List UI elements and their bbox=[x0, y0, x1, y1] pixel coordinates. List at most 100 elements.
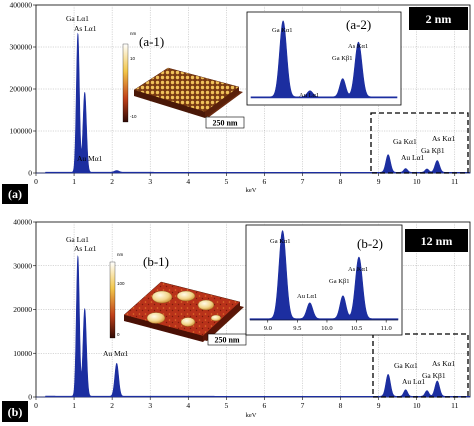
colorbar-b bbox=[109, 261, 116, 339]
thickness-badge-b bbox=[405, 229, 468, 252]
peak-label-b-ga-la1: Ga Lα1 bbox=[66, 235, 89, 244]
x-tick-label: 7 bbox=[301, 177, 305, 186]
x-tick-label: 1 bbox=[72, 177, 76, 186]
x-tick-label: 10 bbox=[413, 401, 421, 410]
y-tick-label: 40000 bbox=[13, 218, 32, 227]
inset-b2-au-la1: Au Lα1 bbox=[297, 293, 317, 300]
x-tick-label: 0 bbox=[34, 401, 38, 410]
au-island-5 bbox=[180, 317, 196, 327]
panel-b-y-axis-ticks: 0 10000 20000 30000 40000 bbox=[13, 218, 36, 402]
peak-label-ga-kb1: Ga Kβ1 bbox=[421, 146, 445, 155]
x-tick-label: 10 bbox=[413, 177, 421, 186]
panel-a-y-axis-ticks: 0 100000 200000 300000 400000 bbox=[10, 1, 36, 178]
afm-image-b1: nm 100 0 250 nm (b-1) bbox=[109, 252, 247, 346]
panel-a-zoom-box bbox=[370, 112, 469, 174]
peak-label-b-au-la1: Au Lα1 bbox=[402, 377, 426, 386]
scale-bar-b-text: 250 nm bbox=[214, 336, 239, 345]
peak-label-b-ga-ka1: Ga Kα1 bbox=[394, 361, 418, 370]
peak-label-b-ga-kb1: Ga Kβ1 bbox=[422, 371, 446, 380]
peak-label-as-la1: As Lα1 bbox=[74, 24, 97, 33]
colorbar-a-unit: nm bbox=[130, 31, 137, 36]
panel-b-zoom-box bbox=[372, 333, 469, 398]
afm-image-a1: nm 10 -10 250 nm (a-1) bbox=[122, 31, 245, 129]
au-island-2 bbox=[176, 290, 196, 302]
scale-bar-b-box bbox=[207, 333, 247, 346]
x-tick-label: 5 bbox=[224, 401, 228, 410]
panel-b-x-axis-title: keV bbox=[246, 412, 257, 419]
thickness-label-a: 2 nm bbox=[426, 12, 452, 26]
image-label-a1: (a-1) bbox=[139, 34, 164, 49]
peak-label-b-au-ma1: Au Mα1 bbox=[103, 349, 129, 358]
scale-bar-a-text: 250 nm bbox=[212, 119, 237, 128]
y-tick-label: 200000 bbox=[10, 85, 33, 94]
y-tick-label: 300000 bbox=[10, 43, 33, 52]
panel-label-b: (b) bbox=[8, 405, 23, 419]
y-tick-label: 100000 bbox=[10, 127, 33, 136]
x-tick-label: 7 bbox=[301, 401, 305, 410]
thickness-badge-a bbox=[409, 7, 468, 30]
inset-x-tick-label: 11.0 bbox=[381, 325, 392, 332]
colorbar-b-max: 100 bbox=[117, 281, 125, 286]
x-tick-label: 9 bbox=[377, 177, 381, 186]
x-tick-label: 4 bbox=[186, 177, 190, 186]
x-tick-label: 6 bbox=[263, 177, 267, 186]
inset-x-tick-label: 9.5 bbox=[293, 325, 301, 332]
inset-a2-as-ka1: As Kα1 bbox=[348, 43, 368, 50]
panel-label-a-badge bbox=[2, 184, 28, 204]
y-tick-label: 20000 bbox=[13, 305, 32, 314]
au-island-4 bbox=[146, 312, 166, 324]
peak-label-ga-la1: Ga Lα1 bbox=[66, 14, 89, 23]
x-tick-label: 2 bbox=[110, 401, 114, 410]
colorbar-a bbox=[122, 43, 129, 123]
panel-b: 0 10000 20000 30000 40000 0 1 2 3 4 5 6 7 8 9 10 11 keV… bbox=[2, 218, 471, 422]
scale-bar-a-box bbox=[205, 116, 245, 129]
au-island-3 bbox=[197, 299, 215, 311]
x-tick-label: 2 bbox=[110, 177, 114, 186]
au-island-1 bbox=[151, 290, 173, 304]
x-tick-label: 5 bbox=[224, 177, 228, 186]
x-tick-label: 1 bbox=[72, 401, 76, 410]
panel-label-a: (a) bbox=[8, 187, 22, 201]
x-tick-label: 8 bbox=[339, 177, 343, 186]
panel-b-x-axis-ticks: 0 1 2 3 4 5 6 7 8 9 10 11 bbox=[34, 397, 459, 410]
peak-label-au-la1: Au Lα1 bbox=[401, 153, 425, 162]
inset-b2-x-axis-ticks: 9.0 9.5 10.0 10.5 11.0 bbox=[250, 319, 398, 332]
panel-a-spectrum-line bbox=[36, 32, 471, 174]
inset-a2-ga-kb1: Ga Kβ1 bbox=[332, 55, 352, 62]
inset-b2-frame bbox=[245, 224, 403, 336]
x-tick-label: 11 bbox=[451, 177, 458, 186]
y-tick-label: 0 bbox=[28, 393, 32, 402]
x-tick-label: 3 bbox=[148, 177, 152, 186]
inset-spectrum-b2: 9.0 9.5 10.0 10.5 11.0 (b-2) Ga Kα1 As Kα1 G… bbox=[245, 224, 403, 336]
panel-a-x-axis-ticks: 0 1 2 3 4 5 6 7 8 9 10 11 bbox=[34, 173, 459, 186]
panel-a-x-axis-title: keV bbox=[246, 187, 257, 194]
inset-b2-as-ka1: As Kα1 bbox=[348, 266, 368, 273]
x-tick-label: 4 bbox=[186, 401, 190, 410]
y-tick-label: 10000 bbox=[13, 349, 32, 358]
image-label-b1: (b-1) bbox=[143, 254, 169, 269]
colorbar-a-max: 10 bbox=[130, 56, 136, 61]
x-tick-label: 8 bbox=[339, 401, 343, 410]
peak-label-b-as-ka1: As Kα1 bbox=[432, 359, 456, 368]
x-tick-label: 9 bbox=[377, 401, 381, 410]
thickness-label-b: 12 nm bbox=[421, 234, 453, 248]
inset-a2-au-la1: Au Lα1 bbox=[299, 92, 319, 99]
inset-b2-ga-ka1: Ga Kα1 bbox=[270, 238, 291, 245]
colorbar-b-unit: nm bbox=[117, 252, 124, 257]
panel-b-spectrum-line bbox=[36, 255, 471, 398]
peak-label-as-ka1: As Kα1 bbox=[432, 134, 456, 143]
panel-a: 0 100000 200000 300000 400000 0 1 2 3 4 5 6 7 8 9 10 11… bbox=[2, 1, 471, 204]
x-tick-label: 11 bbox=[451, 401, 458, 410]
peak-label-b-as-la1: As Lα1 bbox=[74, 244, 97, 253]
y-tick-label: 400000 bbox=[10, 1, 33, 10]
inset-x-tick-label: 10.5 bbox=[351, 325, 362, 332]
inset-x-tick-label: 10.0 bbox=[321, 325, 332, 332]
x-tick-label: 0 bbox=[34, 177, 38, 186]
inset-label-a2: (a-2) bbox=[346, 17, 371, 32]
peak-label-au-ma1: Au Mα1 bbox=[77, 154, 103, 163]
inset-x-tick-label: 9.0 bbox=[264, 325, 272, 332]
inset-b2-ga-kb1: Ga Kβ1 bbox=[329, 278, 349, 285]
au-island-6 bbox=[210, 314, 222, 322]
inset-a2-ga-ka1: Ga Kα1 bbox=[272, 27, 293, 34]
